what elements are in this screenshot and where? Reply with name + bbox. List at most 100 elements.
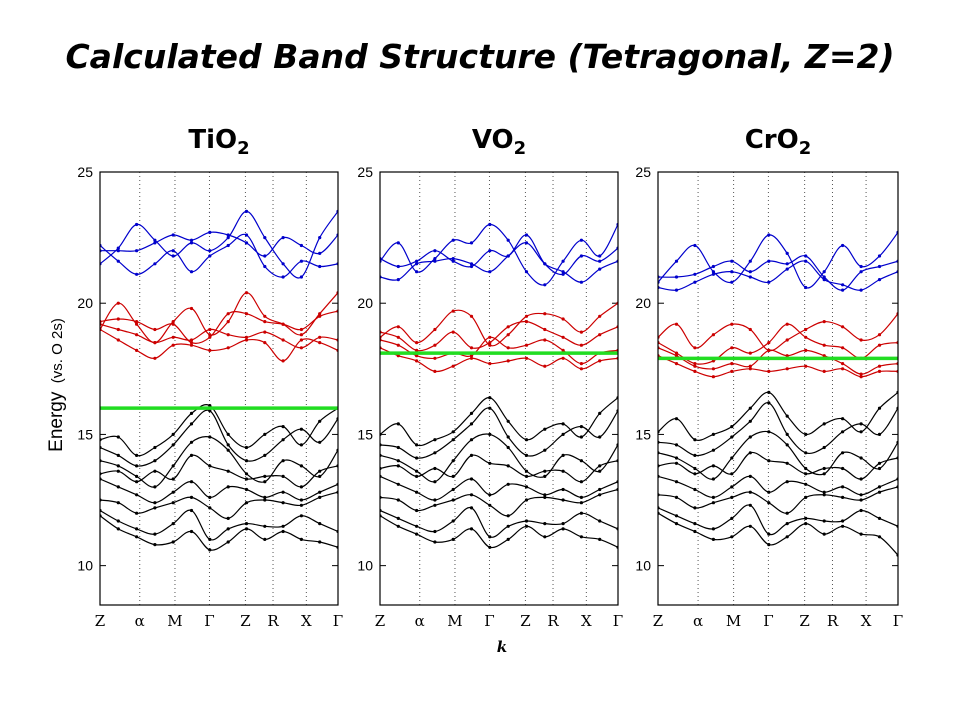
band-point-lower <box>579 367 584 371</box>
band-point-lower <box>153 327 157 332</box>
band-point-upper <box>433 257 437 261</box>
band-point-lower <box>804 348 808 352</box>
band-point-valence <box>208 409 212 413</box>
band-point-valence <box>804 472 808 476</box>
band-point-valence <box>226 540 230 544</box>
band-point-lower <box>469 346 474 350</box>
band-point-valence <box>748 419 752 423</box>
band-point-valence <box>543 469 547 473</box>
band-point-valence <box>189 422 194 426</box>
band-point-lower <box>208 327 212 332</box>
band-point-upper <box>841 243 845 248</box>
band-point-upper <box>877 254 882 258</box>
band-point-valence <box>469 506 474 510</box>
band-point-lower <box>226 333 230 337</box>
band-point-valence <box>506 482 510 486</box>
band-point-upper <box>415 262 419 266</box>
band-point-valence <box>598 493 602 497</box>
band-point-upper <box>153 241 157 245</box>
band-point-valence <box>396 445 400 450</box>
band-point-lower <box>263 330 267 334</box>
band-point-lower <box>263 341 267 345</box>
band-point-lower <box>506 333 510 337</box>
band-point-upper <box>579 280 584 284</box>
band-point-valence <box>189 508 194 513</box>
band-point-valence <box>579 425 584 429</box>
band-point-upper <box>469 241 474 245</box>
band-point-upper <box>318 251 322 255</box>
band-point-valence <box>506 537 510 542</box>
band-point-lower <box>841 346 845 350</box>
band-point-upper <box>153 238 157 242</box>
y-axis-title-unit: (vs. O 2s) <box>49 318 66 383</box>
band-point-valence <box>730 535 734 539</box>
band-point-valence <box>153 506 157 510</box>
band-point-valence <box>711 527 716 531</box>
band-point-upper <box>748 270 752 274</box>
band-point-valence <box>693 522 697 526</box>
band-point-lower <box>506 359 510 363</box>
band-point-lower <box>451 364 455 368</box>
band-point-valence <box>488 396 492 400</box>
band-point-valence <box>674 461 679 465</box>
band-point-valence <box>785 461 789 465</box>
band-point-upper <box>208 249 212 253</box>
band-point-valence <box>579 501 584 505</box>
band-point-valence <box>804 516 808 521</box>
band-point-valence <box>561 527 565 531</box>
band-point-valence <box>226 469 230 473</box>
band-point-valence <box>469 438 474 442</box>
band-point-lower <box>189 343 194 347</box>
band-point-valence <box>135 453 139 457</box>
band-point-upper <box>189 270 194 274</box>
band-point-lower <box>226 346 230 350</box>
band-point-valence <box>488 545 492 549</box>
band-point-upper <box>263 254 267 258</box>
band-point-lower <box>488 335 492 339</box>
band-point-valence <box>281 524 285 528</box>
y-tick-label: 15 <box>635 426 651 442</box>
band-point-lower <box>674 362 679 366</box>
k-point-label: α <box>693 612 703 630</box>
band-point-valence <box>244 445 249 450</box>
band-point-valence <box>469 453 474 457</box>
band-point-upper <box>506 254 510 258</box>
band-point-valence <box>433 438 437 442</box>
band-point-lower <box>433 327 437 332</box>
band-point-valence <box>415 490 419 494</box>
band-point-upper <box>711 272 716 276</box>
band-point-valence <box>598 469 602 473</box>
band-point-valence <box>693 438 697 442</box>
band-point-valence <box>263 432 267 436</box>
band-point-valence <box>208 495 212 499</box>
band-point-valence <box>877 490 882 494</box>
band-point-valence <box>785 522 789 526</box>
band-point-lower <box>524 356 529 360</box>
band-point-valence <box>730 425 734 429</box>
band-point-valence <box>841 519 845 523</box>
band-point-lower <box>785 322 789 326</box>
band-point-valence <box>822 532 826 536</box>
band-point-valence <box>877 516 882 521</box>
band-point-lower <box>396 335 400 339</box>
band-point-lower <box>561 317 565 321</box>
band-point-valence <box>785 432 789 436</box>
y-tick-label: 20 <box>357 295 373 311</box>
band-point-valence <box>785 480 789 484</box>
band-point-valence <box>598 537 602 542</box>
band-point-upper <box>299 259 303 263</box>
band-point-valence <box>208 506 212 510</box>
band-point-valence <box>693 453 697 457</box>
band-point-lower <box>877 333 882 337</box>
band-point-upper <box>135 222 139 227</box>
band-point-valence <box>263 474 267 478</box>
band-point-valence <box>171 501 175 505</box>
band-point-lower <box>171 335 175 339</box>
panel-title-base: CrO <box>745 125 799 155</box>
band-point-valence <box>226 485 230 489</box>
band-point-valence <box>318 474 322 478</box>
band-point-lower <box>415 341 419 345</box>
band-point-valence <box>543 427 547 431</box>
band-point-upper <box>451 259 455 263</box>
k-point-label: Γ <box>613 612 623 630</box>
